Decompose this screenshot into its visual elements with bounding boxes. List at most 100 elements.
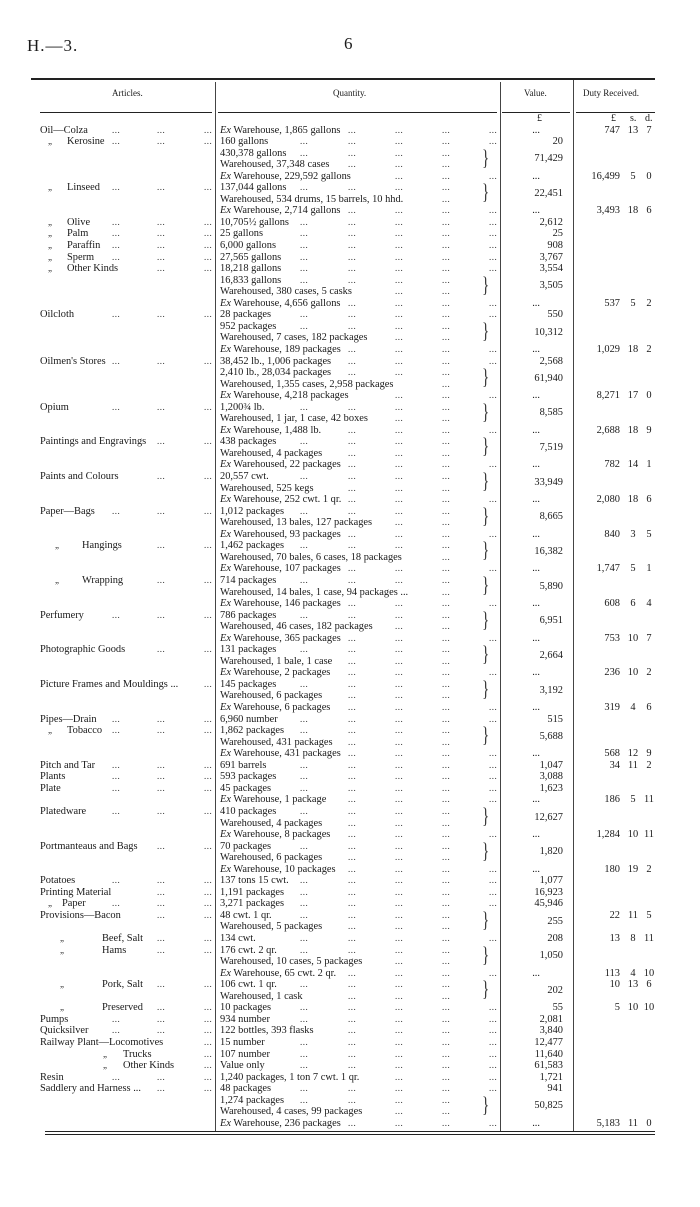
quantity: 714 packages — [220, 574, 277, 586]
dot-leader — [442, 379, 450, 391]
dot-leader — [395, 136, 403, 148]
dot-leader — [442, 390, 450, 402]
value: ... — [532, 170, 540, 182]
dot-leader — [348, 321, 356, 333]
table-row: Picture Frames and Mouldings ... 145 pack… — [0, 678, 700, 701]
value: 11,640 — [534, 1048, 563, 1060]
dot-leader — [395, 506, 403, 518]
bottom-rule — [45, 1131, 655, 1132]
duty-shillings: 19 — [627, 863, 639, 875]
dot-leader — [348, 679, 356, 691]
quantity: Ex Warehouse, 189 packages — [220, 343, 341, 355]
dot-leader — [395, 390, 403, 402]
dot-leader — [300, 436, 308, 448]
dot-leader — [348, 471, 356, 483]
duty-pounds: 753 — [604, 632, 620, 644]
dot-leader — [157, 309, 165, 321]
dot-leader — [112, 402, 120, 414]
dot-leader — [395, 159, 403, 171]
article-name: Resin — [40, 1071, 64, 1083]
dot-leader — [112, 125, 120, 137]
article-name: Oil—Colza — [40, 124, 88, 136]
value-unit: £ — [537, 113, 542, 124]
article-name: Railway Plant—Locomotives — [40, 1036, 164, 1048]
table-row: Warehoused, 6 packages — [0, 690, 700, 702]
quantity: Warehoused, 1,355 cases, 2,958 packages — [220, 378, 394, 390]
dot-leader — [204, 471, 212, 483]
value: ... — [532, 563, 540, 575]
dot-leader — [442, 425, 450, 437]
dot-leader — [395, 309, 403, 321]
dot-leader — [348, 991, 356, 1003]
dot-leader — [395, 332, 403, 344]
quantity: Warehoused, 4 cases, 99 packages — [220, 1106, 363, 1118]
table-row: Paints and Colours 20,557 cwt.} 33,949 — [0, 471, 700, 493]
duty-shillings: 11 — [627, 1117, 638, 1129]
dot-leader — [395, 841, 403, 853]
dot-leader — [348, 702, 356, 714]
dot-leader — [204, 436, 212, 448]
dot-leader — [157, 898, 165, 910]
dot-leader — [300, 945, 308, 957]
ditto-mark: „ — [48, 898, 52, 909]
dot-leader — [348, 771, 356, 783]
dot-leader — [112, 806, 120, 818]
dot-leader — [112, 240, 120, 252]
table-row: Warehoused, 70 bales, 6 cases, 18 packag… — [0, 552, 700, 564]
table-row: Warehoused, 1,355 cases, 2,958 packages — [0, 379, 700, 391]
quantity: 10,705½ gallons — [220, 216, 289, 228]
dot-leader — [489, 864, 497, 876]
value: 71,429 — [534, 153, 563, 165]
dot-leader — [489, 125, 497, 137]
dot-leader — [348, 402, 356, 414]
dot-leader — [348, 136, 356, 148]
dot-leader — [395, 286, 403, 298]
table-row: „ Other Kinds 18,218 gallons 3,554 — [0, 263, 700, 275]
dot-leader — [112, 1014, 120, 1026]
duty-shillings: 18 — [627, 494, 639, 506]
quantity: Warehoused, 70 bales, 6 cases, 18 packag… — [220, 551, 402, 563]
quantity: Warehoused, 7 cases, 182 packages — [220, 332, 368, 344]
dot-leader — [300, 321, 308, 333]
dot-leader — [395, 702, 403, 714]
dot-leader — [204, 228, 212, 240]
dot-leader — [157, 783, 165, 795]
dot-leader — [395, 806, 403, 818]
dot-leader — [395, 621, 403, 633]
dot-leader — [395, 205, 403, 217]
value: 5,688 — [539, 730, 563, 742]
value: 8,665 — [539, 511, 563, 523]
dot-leader — [442, 298, 450, 310]
dot-leader — [395, 864, 403, 876]
article-name: Portmanteaus and Bags — [40, 840, 138, 852]
value: 16,382 — [534, 546, 563, 558]
dot-leader — [442, 309, 450, 321]
table-row: Warehoused, 431 packages — [0, 737, 700, 749]
dot-leader — [204, 136, 212, 148]
quantity: Warehoused, 4 packages — [220, 817, 323, 829]
quantity: Ex Warehouse, 146 packages — [220, 598, 341, 610]
dot-leader — [489, 563, 497, 575]
dot-leader — [348, 506, 356, 518]
table-row: Warehoused, 5 packages — [0, 921, 700, 933]
article-name: Wrapping — [82, 574, 124, 586]
dot-leader — [442, 725, 450, 737]
duty-shillings: 4 — [630, 702, 636, 713]
duty-pence: 1 — [646, 563, 652, 575]
quantity: Ex Warehouse, 8 packages — [220, 829, 331, 841]
dot-leader — [204, 1025, 212, 1037]
dot-leader — [489, 1072, 497, 1084]
duty-pounds: 10 — [609, 979, 620, 991]
article-name: Hams — [102, 944, 127, 956]
quantity: 137,044 gallons — [220, 182, 287, 194]
dot-leader — [442, 598, 450, 610]
quantity: 145 packages — [220, 678, 277, 690]
article-name: Other Kinds — [67, 263, 119, 275]
dot-leader — [489, 1060, 497, 1072]
quantity-text: Warehouse, 229,592 gallons — [230, 170, 351, 182]
dot-leader — [442, 702, 450, 714]
dot-leader — [442, 1025, 450, 1037]
value: 2,568 — [539, 355, 563, 367]
article-name: Paraffin — [67, 240, 101, 251]
quantity-text: Warehouse, 10 packages — [230, 863, 336, 875]
